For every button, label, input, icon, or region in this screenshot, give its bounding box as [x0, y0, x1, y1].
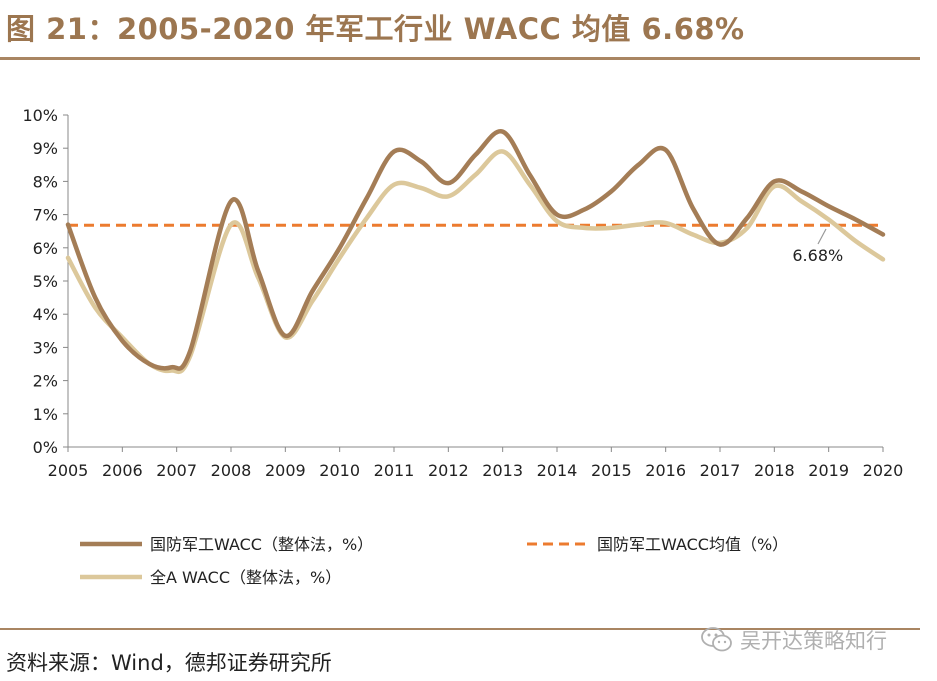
y-tick-label: 0%: [33, 438, 58, 457]
source-divider: [0, 628, 920, 630]
legend: 国防军工WACC（整体法，%） 国防军工WACC均值（%） 全A WACC（整体法，…: [80, 535, 788, 587]
watermark-text: 吴开达策略知行: [740, 629, 887, 653]
x-tick-label: 2007: [156, 461, 197, 480]
average-annotation-label: 6.68%: [792, 246, 843, 265]
x-tick-label: 2013: [482, 461, 523, 480]
x-tick-label: 2018: [754, 461, 795, 480]
defense-wacc-line: [65, 129, 886, 371]
y-tick-label: 8%: [33, 172, 58, 191]
y-axis: 0% 1% 2% 3% 4% 5% 6% 7% 8% 9% 10%: [22, 106, 69, 457]
legend-item-all-a-wacc: 全A WACC（整体法，%）: [80, 568, 341, 587]
title-divider: [0, 57, 920, 60]
y-tick-label: 7%: [33, 206, 58, 225]
y-tick-label: 1%: [33, 405, 58, 424]
watermark: 吴开达策略知行: [700, 625, 887, 655]
x-tick-label: 2019: [808, 461, 849, 480]
y-tick-label: 9%: [33, 139, 58, 158]
wechat-icon: [701, 627, 732, 652]
y-tick-label: 5%: [33, 272, 58, 291]
x-tick-label: 2012: [428, 461, 469, 480]
x-tick-label: 2010: [319, 461, 360, 480]
legend-label: 国防军工WACC均值（%）: [597, 535, 788, 554]
x-tick-label: 2006: [102, 461, 143, 480]
y-tick-label: 3%: [33, 338, 58, 357]
y-tick-label: 6%: [33, 239, 58, 258]
line-chart: 0% 1% 2% 3% 4% 5% 6% 7% 8% 9% 10% 2005 2006 2007 2008…: [22, 106, 904, 587]
y-tick-label: 10%: [22, 106, 58, 125]
legend-item-defense-average: 国防军工WACC均值（%）: [527, 535, 788, 554]
all-a-wacc-line: [65, 149, 886, 375]
y-tick-label: 4%: [33, 305, 58, 324]
x-tick-label: 2008: [211, 461, 252, 480]
x-tick-label: 2015: [591, 461, 632, 480]
figure-title: 图 21：2005-2020 年军工行业 WACC 均值 6.68%: [6, 12, 745, 46]
x-tick-label: 2009: [265, 461, 306, 480]
series-layer: [65, 129, 886, 375]
x-tick-label: 2005: [48, 461, 89, 480]
x-tick-label: 2017: [700, 461, 741, 480]
x-tick-label: 2020: [863, 461, 904, 480]
legend-item-defense-wacc: 国防军工WACC（整体法，%）: [80, 535, 373, 554]
x-tick-label: 2014: [537, 461, 578, 480]
y-tick-label: 2%: [33, 372, 58, 391]
x-tick-label: 2011: [374, 461, 415, 480]
annotation-leader-line: [817, 228, 827, 245]
source-note: 资料来源：Wind，德邦证券研究所: [6, 651, 332, 675]
x-axis: 2005 2006 2007 2008 2009 2010 2011 2012 2013 2014…: [48, 446, 904, 480]
legend-label: 国防军工WACC（整体法，%）: [150, 535, 373, 554]
annotation-layer: 6.68%: [792, 228, 843, 265]
x-tick-label: 2016: [645, 461, 686, 480]
legend-label: 全A WACC（整体法，%）: [150, 568, 341, 587]
